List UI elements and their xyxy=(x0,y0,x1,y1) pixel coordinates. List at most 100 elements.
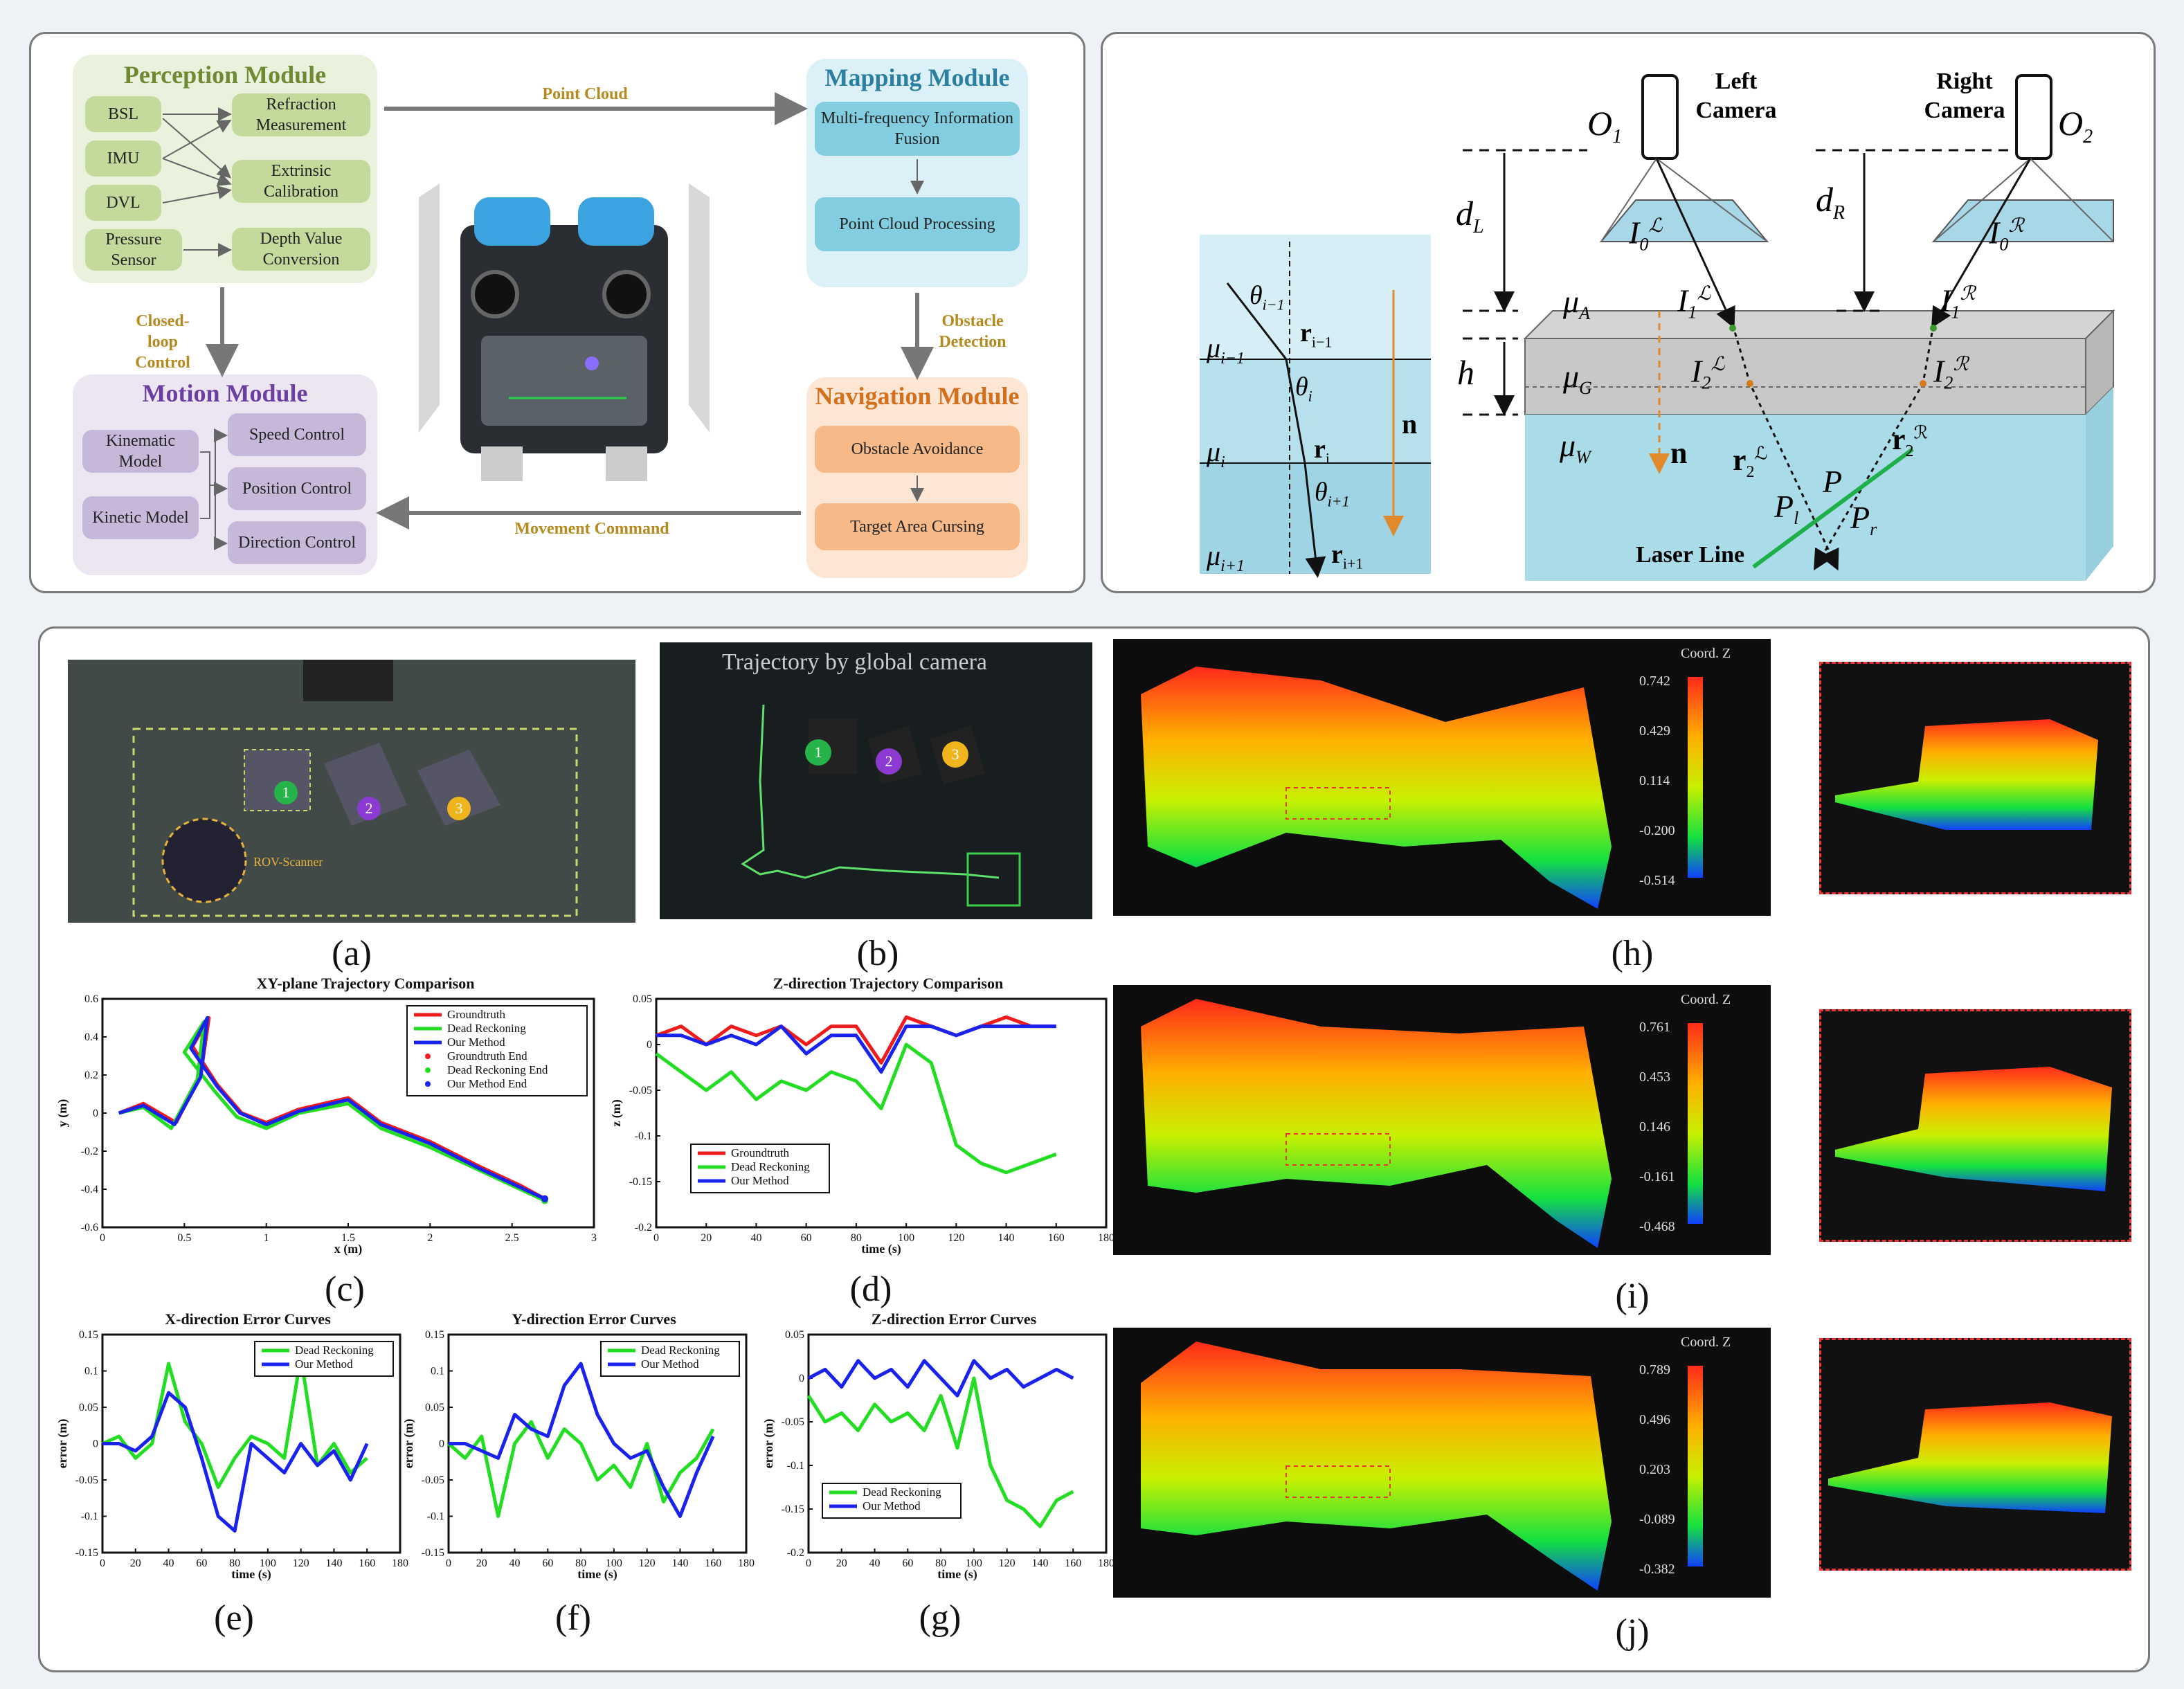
legend-entry: Our Method xyxy=(863,1499,921,1512)
perception-arrows xyxy=(162,107,232,257)
point-cloud-label: Point Cloud xyxy=(542,85,628,103)
xy-trajectory-chart: 0 0.5 1 1.5 2 2.5 3 0.6 0.4 0.2 0 -0.2 -0.4 -0.6 x (m)… xyxy=(55,993,597,1256)
x-tick-label: 0.5 xyxy=(177,1232,191,1244)
x-tick-label: 0 xyxy=(806,1557,811,1569)
chart-e-title: X-direction Error Curves xyxy=(165,1310,331,1328)
zoom-j-shape xyxy=(1828,1402,2112,1513)
y-tick-label: 0 xyxy=(439,1438,444,1450)
x-axis-label: time (s) xyxy=(861,1242,901,1256)
legend-entry: Dead Reckoning xyxy=(641,1344,720,1357)
point-cloud-h: Coord. Z 0.742 0.429 0.114 -0.200 -0.514 xyxy=(1113,639,1771,916)
chart-f-title: Y-direction Error Curves xyxy=(512,1310,676,1328)
theta-i-label: θi xyxy=(1295,372,1312,405)
caption-b: (b) xyxy=(856,934,899,973)
x-tick-label: 40 xyxy=(509,1557,521,1569)
dL-label: dL xyxy=(1456,194,1484,237)
colorbar-h-tick-1: 0.429 xyxy=(1639,723,1670,739)
y-tick-label: 0 xyxy=(799,1373,804,1384)
rov-scanner-label: ROV-Scanner xyxy=(253,855,323,869)
marker-a-1: 1 xyxy=(274,781,298,804)
legend-entry: Groundtruth End xyxy=(447,1049,527,1063)
y-tick-label: 0 xyxy=(647,1039,652,1051)
x-tick-label: 0 xyxy=(100,1232,105,1244)
direction-control-box: Direction Control xyxy=(228,521,366,564)
y-tick-label: -0.05 xyxy=(782,1416,804,1428)
sensor-dvl: DVL xyxy=(85,185,161,221)
i0l-label: I0ℒ xyxy=(1629,215,1663,255)
legend-box xyxy=(254,1341,394,1377)
kinematic-model-box: Kinematic Model xyxy=(82,430,199,473)
x-tick-label: 1 xyxy=(264,1232,269,1244)
y-tick-label: -0.15 xyxy=(75,1547,98,1559)
o1-label: O1 xyxy=(1587,104,1623,147)
x-tick-label: 60 xyxy=(902,1557,913,1569)
x-tick-label: 100 xyxy=(898,1232,914,1244)
legend-entry: Our Method xyxy=(641,1357,699,1371)
legend-entry: Dead Reckoning xyxy=(863,1485,941,1499)
trajectory-title-b: Trajectory by global camera xyxy=(722,649,987,675)
y-tick-label: 0.15 xyxy=(79,1329,98,1341)
i1r-label: I1ℛ xyxy=(1940,282,1976,323)
mu-g-label: μG xyxy=(1563,359,1592,399)
colorbar-j-label: Coord. Z xyxy=(1681,1335,1731,1350)
legend-entry: Groundtruth xyxy=(731,1146,790,1159)
colorbar-j-tick-4: -0.382 xyxy=(1639,1562,1675,1577)
y-tick-label: 0.05 xyxy=(425,1402,444,1413)
y-tick-label: -0.15 xyxy=(629,1176,652,1188)
chart-g-title: Z-direction Error Curves xyxy=(871,1310,1037,1328)
x-axis-label: time (s) xyxy=(577,1567,617,1582)
x-error-chart: 0 20 40 60 80 100 120 140 160 180 0.15 0.1 0.05 0 -0.0… xyxy=(55,1329,408,1582)
x-tick-label: 20 xyxy=(130,1557,141,1569)
y-tick-label: 0.05 xyxy=(79,1402,98,1413)
y-tick-label: 0.05 xyxy=(633,993,652,1005)
x-tick-label: 120 xyxy=(293,1557,309,1569)
caption-h: (h) xyxy=(1611,934,1654,973)
navigation-arrow xyxy=(910,476,924,502)
marker-a-3: 3 xyxy=(447,797,471,820)
x-tick-label: 2 xyxy=(427,1232,433,1244)
point-cloud-processing-box: Point Cloud Processing xyxy=(815,197,1020,251)
i0r-label: I0ℛ xyxy=(1989,215,2024,255)
x-tick-label: 80 xyxy=(851,1232,862,1244)
y-tick-label: -0.4 xyxy=(81,1184,98,1195)
series-line-dead-reckoning xyxy=(101,1355,368,1489)
caption-e: (e) xyxy=(214,1598,254,1638)
legend-marker xyxy=(425,1081,431,1087)
colorbar-h-tick-0: 0.742 xyxy=(1639,674,1670,689)
x-tick-label: 140 xyxy=(1031,1557,1048,1569)
module-connection-arrows xyxy=(206,92,934,530)
y-tick-label: -0.05 xyxy=(75,1474,98,1486)
point-cloud-h-zoom xyxy=(1819,662,2131,894)
x-tick-label: 0 xyxy=(653,1232,659,1244)
x-tick-label: 100 xyxy=(606,1557,622,1569)
sensor-imu: IMU xyxy=(85,141,161,177)
series-line-dead-reckoning xyxy=(655,1042,1057,1175)
x-tick-label: 20 xyxy=(476,1557,487,1569)
y-tick-label: 0.1 xyxy=(431,1366,444,1378)
position-control-box: Position Control xyxy=(228,467,366,510)
legend-entry: Our Method xyxy=(731,1174,789,1187)
x-tick-label: 120 xyxy=(639,1557,656,1569)
x-tick-label: 60 xyxy=(196,1557,207,1569)
y-tick-label: 0 xyxy=(93,1108,98,1119)
y-tick-label: -0.15 xyxy=(422,1547,444,1559)
theta-i-plus-1-label: θi+1 xyxy=(1315,478,1350,510)
pool-photo-a: 1 2 3 ROV-Scanner xyxy=(68,660,635,923)
y-axis-label: error (m) xyxy=(401,1419,416,1469)
speed-control-box: Speed Control xyxy=(228,413,366,456)
x-tick-label: 60 xyxy=(542,1557,553,1569)
y-error-chart: 0 20 40 60 80 100 120 140 160 180 0.15 0.1 0.05 0 -0.0… xyxy=(401,1329,755,1582)
o2-label: O2 xyxy=(2058,104,2093,147)
y-axis-label: z (m) xyxy=(609,1099,624,1126)
y-tick-label: -0.6 xyxy=(81,1222,98,1234)
caption-i: (i) xyxy=(1615,1276,1650,1316)
y-axis-label: error (m) xyxy=(761,1419,776,1469)
colorbar-j-tick-1: 0.496 xyxy=(1639,1412,1670,1427)
x-tick-label: 0 xyxy=(446,1557,451,1569)
x-tick-label: 180 xyxy=(1098,1232,1114,1244)
r-i-plus-1-label: ri+1 xyxy=(1331,540,1364,572)
caption-j: (j) xyxy=(1615,1612,1650,1652)
colorbar-i-tick-3: -0.161 xyxy=(1639,1169,1675,1184)
y-tick-label: 0.05 xyxy=(785,1329,804,1341)
marker-b-3: 3 xyxy=(942,741,968,768)
